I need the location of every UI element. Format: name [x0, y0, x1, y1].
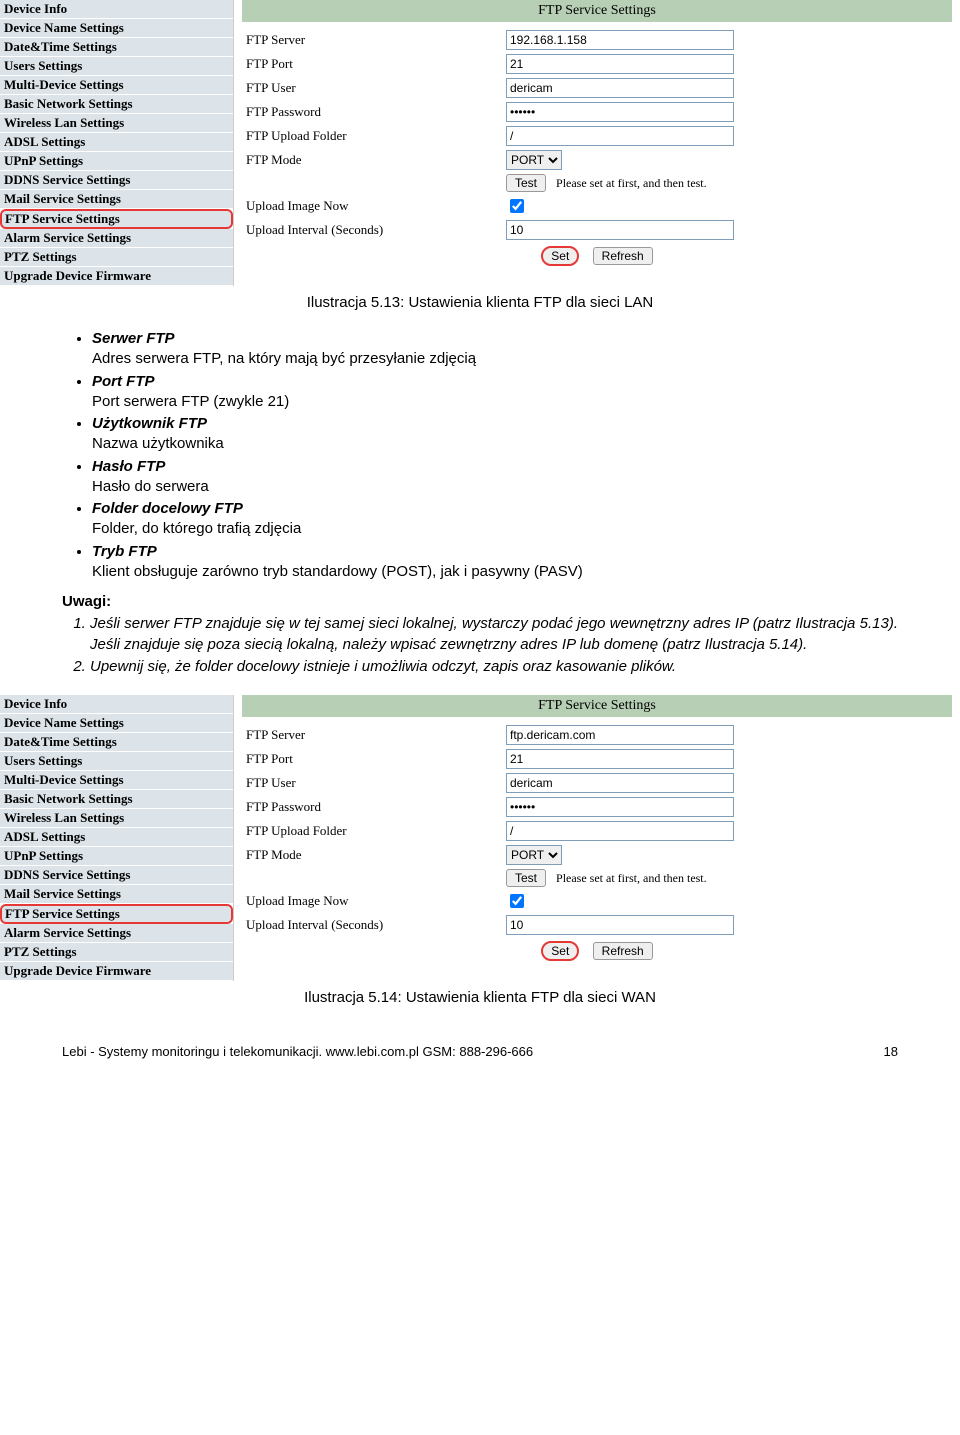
form-label: FTP Password — [242, 799, 506, 815]
ftp-mode-select[interactable]: PORT — [506, 845, 562, 865]
upload-now-label: Upload Image Now — [242, 198, 506, 214]
sidebar-item[interactable]: Alarm Service Settings — [0, 924, 233, 943]
sidebar-item[interactable]: Basic Network Settings — [0, 95, 233, 114]
test-button[interactable]: Test — [506, 174, 546, 192]
sidebar-item[interactable]: Upgrade Device Firmware — [0, 267, 233, 286]
sidebar: Device InfoDevice Name SettingsDate&Time… — [0, 0, 234, 286]
sidebar-item[interactable]: Users Settings — [0, 57, 233, 76]
list-item: Tryb FTPKlient obsługuje zarówno tryb st… — [92, 542, 898, 583]
sidebar-item[interactable]: Device Name Settings — [0, 19, 233, 38]
page-footer: Lebi - Systemy monitoringu i telekomunik… — [0, 1020, 960, 1069]
form-input[interactable] — [506, 797, 734, 817]
sidebar-item[interactable]: Mail Service Settings — [0, 885, 233, 904]
interval-input[interactable] — [506, 220, 734, 240]
sidebar-item[interactable]: ADSL Settings — [0, 133, 233, 152]
sidebar-item[interactable]: UPnP Settings — [0, 847, 233, 866]
caption-2: Ilustracja 5.14: Ustawienia klienta FTP … — [0, 981, 960, 1020]
sidebar-item[interactable]: Date&Time Settings — [0, 733, 233, 752]
sidebar-item[interactable]: Multi-Device Settings — [0, 771, 233, 790]
sidebar-item[interactable]: Mail Service Settings — [0, 190, 233, 209]
interval-input[interactable] — [506, 915, 734, 935]
form-label: FTP User — [242, 80, 506, 96]
sidebar-item[interactable]: PTZ Settings — [0, 248, 233, 267]
note-item: Jeśli serwer FTP znajduje się w tej same… — [90, 614, 898, 655]
ftp-settings-panel-2: Device InfoDevice Name SettingsDate&Time… — [0, 695, 960, 981]
sidebar-item[interactable]: Upgrade Device Firmware — [0, 962, 233, 981]
interval-label: Upload Interval (Seconds) — [242, 222, 506, 238]
sidebar-item[interactable]: Wireless Lan Settings — [0, 114, 233, 133]
notes-heading: Uwagi: — [62, 592, 898, 612]
form-label: FTP Mode — [242, 847, 506, 863]
form-input[interactable] — [506, 78, 734, 98]
footer-left: Lebi - Systemy monitoringu i telekomunik… — [62, 1044, 533, 1059]
set-button[interactable]: Set — [541, 941, 579, 961]
test-note: Please set at first, and then test. — [556, 871, 707, 886]
test-note: Please set at first, and then test. — [556, 176, 707, 191]
set-button[interactable]: Set — [541, 246, 579, 266]
form-input[interactable] — [506, 126, 734, 146]
sidebar-item[interactable]: Date&Time Settings — [0, 38, 233, 57]
sidebar-item[interactable]: FTP Service Settings — [0, 209, 233, 229]
upload-now-checkbox[interactable] — [510, 199, 524, 213]
list-item: Hasło FTPHasło do serwera — [92, 457, 898, 498]
sidebar-item[interactable]: Wireless Lan Settings — [0, 809, 233, 828]
refresh-button[interactable]: Refresh — [593, 942, 653, 960]
sidebar-item[interactable]: PTZ Settings — [0, 943, 233, 962]
form-input[interactable] — [506, 54, 734, 74]
document-body: Serwer FTPAdres serwera FTP, na który ma… — [0, 329, 960, 677]
form-input[interactable] — [506, 749, 734, 769]
form-label: FTP Upload Folder — [242, 823, 506, 839]
footer-page-number: 18 — [884, 1044, 898, 1059]
form-label: FTP Server — [242, 727, 506, 743]
caption-1: Ilustracja 5.13: Ustawienia klienta FTP … — [0, 286, 960, 325]
sidebar-item[interactable]: FTP Service Settings — [0, 904, 233, 924]
list-item: Serwer FTPAdres serwera FTP, na który ma… — [92, 329, 898, 370]
form-label: FTP Port — [242, 56, 506, 72]
form-label: FTP User — [242, 775, 506, 791]
form-label: FTP Mode — [242, 152, 506, 168]
panel-title: FTP Service Settings — [242, 695, 952, 717]
list-item: Użytkownik FTPNazwa użytkownika — [92, 414, 898, 455]
form-input[interactable] — [506, 30, 734, 50]
form-input[interactable] — [506, 773, 734, 793]
sidebar-item[interactable]: ADSL Settings — [0, 828, 233, 847]
note-item: Upewnij się, że folder docelowy istnieje… — [90, 657, 898, 677]
sidebar: Device InfoDevice Name SettingsDate&Time… — [0, 695, 234, 981]
panel-title: FTP Service Settings — [242, 0, 952, 22]
notes-list: Jeśli serwer FTP znajduje się w tej same… — [62, 614, 898, 677]
list-item: Folder docelowy FTPFolder, do którego tr… — [92, 499, 898, 540]
form-label: FTP Password — [242, 104, 506, 120]
form-label: FTP Upload Folder — [242, 128, 506, 144]
upload-now-label: Upload Image Now — [242, 893, 506, 909]
form-input[interactable] — [506, 821, 734, 841]
sidebar-item[interactable]: Basic Network Settings — [0, 790, 233, 809]
form-input[interactable] — [506, 102, 734, 122]
sidebar-item[interactable]: Device Info — [0, 0, 233, 19]
ftp-mode-select[interactable]: PORT — [506, 150, 562, 170]
sidebar-item[interactable]: UPnP Settings — [0, 152, 233, 171]
sidebar-item[interactable]: Device Info — [0, 695, 233, 714]
test-button[interactable]: Test — [506, 869, 546, 887]
form-input[interactable] — [506, 725, 734, 745]
main-panel: FTP Service Settings FTP Server FTP Port F… — [234, 695, 960, 981]
form-label: FTP Server — [242, 32, 506, 48]
form-label: FTP Port — [242, 751, 506, 767]
sidebar-item[interactable]: Multi-Device Settings — [0, 76, 233, 95]
interval-label: Upload Interval (Seconds) — [242, 917, 506, 933]
sidebar-item[interactable]: DDNS Service Settings — [0, 171, 233, 190]
list-item: Port FTPPort serwera FTP (zwykle 21) — [92, 372, 898, 413]
upload-now-checkbox[interactable] — [510, 894, 524, 908]
feature-list: Serwer FTPAdres serwera FTP, na który ma… — [62, 329, 898, 582]
sidebar-item[interactable]: Users Settings — [0, 752, 233, 771]
ftp-settings-panel-1: Device InfoDevice Name SettingsDate&Time… — [0, 0, 960, 286]
sidebar-item[interactable]: DDNS Service Settings — [0, 866, 233, 885]
main-panel: FTP Service Settings FTP Server FTP Port F… — [234, 0, 960, 286]
sidebar-item[interactable]: Alarm Service Settings — [0, 229, 233, 248]
sidebar-item[interactable]: Device Name Settings — [0, 714, 233, 733]
refresh-button[interactable]: Refresh — [593, 247, 653, 265]
